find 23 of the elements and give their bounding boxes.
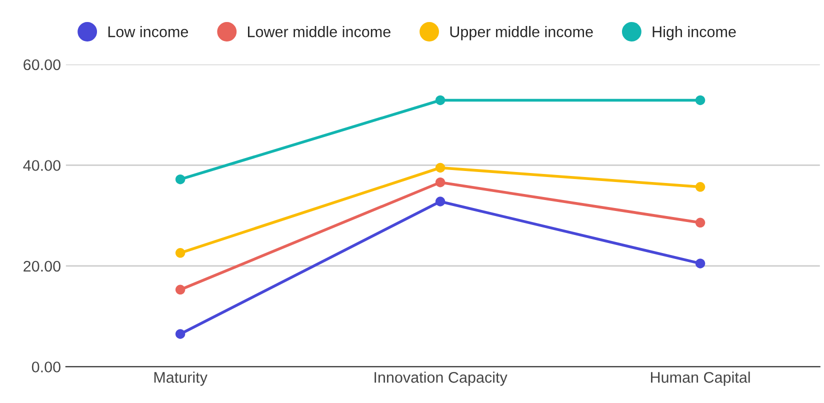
point: [695, 182, 706, 192]
y-tick-label: 40.00: [23, 160, 60, 171]
point: [175, 248, 186, 258]
x-tick-label: Maturity: [154, 372, 208, 386]
point: [435, 95, 446, 106]
x-tick-label: Innovation Capacity: [374, 372, 508, 386]
point: [175, 284, 186, 295]
y-tick-label: 0.00: [32, 362, 60, 372]
point: [695, 258, 706, 268]
legend-label: Lower middle income: [248, 26, 390, 38]
legend-label: Low income: [108, 26, 188, 38]
x-tick-label: Human Capital: [651, 372, 750, 386]
y-tick-label: 60.00: [24, 59, 60, 70]
legend-label: High income: [652, 26, 736, 40]
legend-label: Upper middle income: [450, 26, 593, 40]
point: [435, 162, 446, 173]
point: [175, 174, 186, 184]
point: [435, 196, 446, 206]
point: [695, 95, 706, 106]
y-tick-label: 20.00: [24, 260, 60, 272]
point: [175, 329, 186, 339]
point: [695, 218, 706, 228]
point: [435, 177, 446, 188]
